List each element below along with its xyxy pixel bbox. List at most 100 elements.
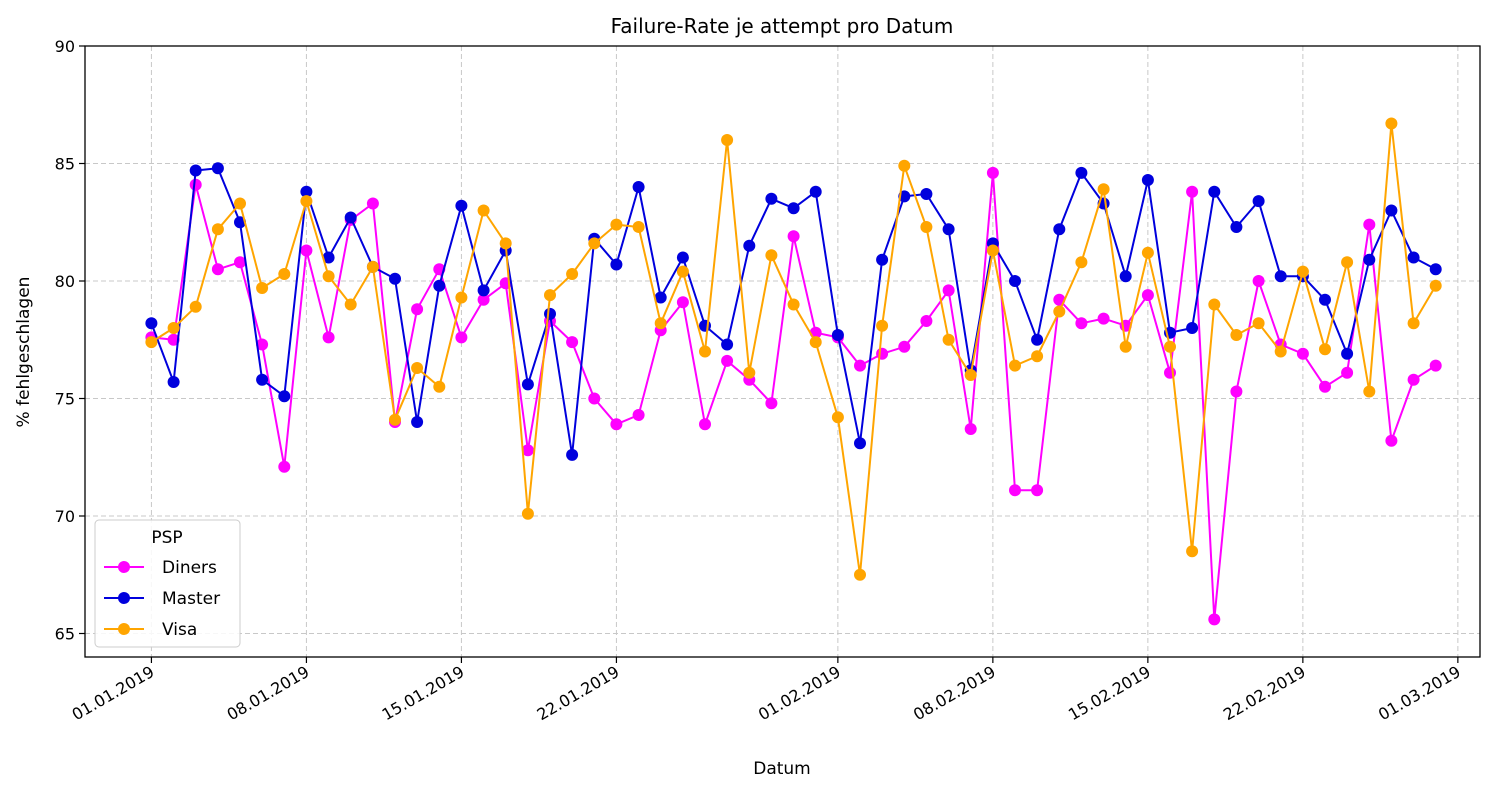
data-point-diners bbox=[1319, 380, 1331, 393]
data-point-visa bbox=[898, 159, 911, 172]
data-point-master bbox=[1208, 185, 1221, 198]
data-point-diners bbox=[1208, 613, 1221, 626]
data-point-visa bbox=[986, 244, 999, 257]
data-point-master bbox=[433, 279, 446, 292]
data-point-visa bbox=[1186, 545, 1199, 558]
data-point-visa bbox=[477, 204, 490, 217]
data-point-master bbox=[1186, 322, 1199, 334]
data-point-visa bbox=[1363, 385, 1376, 398]
x-axis-title: Datum bbox=[753, 759, 811, 779]
data-point-visa bbox=[344, 298, 357, 311]
data-point-visa bbox=[765, 249, 778, 262]
data-point-master bbox=[167, 376, 180, 388]
data-point-visa bbox=[654, 317, 667, 330]
data-point-visa bbox=[1274, 345, 1287, 358]
data-point-diners bbox=[1407, 373, 1420, 386]
data-point-visa bbox=[1230, 329, 1243, 341]
data-point-master bbox=[1141, 174, 1154, 186]
data-point-master bbox=[1031, 333, 1044, 346]
data-point-diners bbox=[632, 409, 645, 421]
legend: PSP Diners Master Visa bbox=[94, 519, 241, 648]
data-point-visa bbox=[145, 336, 158, 349]
data-point-master bbox=[610, 258, 623, 271]
data-point-master bbox=[1230, 221, 1243, 233]
data-point-visa bbox=[1208, 298, 1221, 311]
data-point-master bbox=[699, 319, 711, 332]
data-point-visa bbox=[743, 366, 756, 379]
data-point-visa bbox=[189, 300, 202, 313]
data-point-diners bbox=[1385, 434, 1398, 447]
chart-title: Failure-Rate je attempt pro Datum bbox=[611, 14, 954, 38]
data-point-diners bbox=[411, 303, 424, 316]
data-point-master bbox=[743, 239, 756, 252]
data-point-master bbox=[1341, 347, 1354, 360]
data-point-visa bbox=[787, 298, 800, 311]
legend-marker-diners bbox=[118, 561, 130, 573]
data-point-diners bbox=[1296, 347, 1309, 360]
data-point-visa bbox=[1407, 317, 1420, 330]
data-point-master bbox=[1363, 253, 1376, 266]
data-point-master bbox=[676, 251, 689, 264]
data-point-diners bbox=[942, 284, 955, 297]
data-point-master bbox=[234, 216, 246, 229]
data-point-diners bbox=[300, 244, 313, 257]
data-point-diners bbox=[211, 263, 224, 276]
data-point-visa bbox=[234, 197, 246, 210]
data-point-diners bbox=[898, 340, 911, 353]
data-point-master bbox=[256, 373, 269, 386]
data-point-diners bbox=[610, 418, 623, 431]
data-point-diners bbox=[234, 256, 246, 269]
data-point-diners bbox=[366, 197, 379, 210]
data-point-visa bbox=[411, 362, 424, 374]
data-point-diners bbox=[854, 359, 866, 372]
data-point-visa bbox=[942, 333, 955, 346]
data-point-master bbox=[411, 416, 424, 428]
data-point-diners bbox=[1252, 275, 1265, 287]
data-point-visa bbox=[566, 268, 579, 280]
data-point-master bbox=[1274, 270, 1287, 283]
data-point-diners bbox=[1341, 366, 1354, 379]
data-point-diners bbox=[1186, 185, 1199, 198]
data-point-master bbox=[765, 192, 778, 205]
y-tick-label: 85 bbox=[55, 155, 75, 174]
data-point-diners bbox=[455, 331, 468, 344]
data-point-master bbox=[876, 253, 889, 266]
data-point-visa bbox=[167, 322, 180, 334]
data-point-diners bbox=[1230, 385, 1243, 398]
y-tick-label: 80 bbox=[55, 272, 75, 291]
data-point-visa bbox=[721, 134, 734, 146]
data-point-visa bbox=[1341, 256, 1354, 269]
legend-marker-master bbox=[118, 592, 130, 604]
y-tick-label: 90 bbox=[55, 37, 75, 56]
data-point-visa bbox=[1053, 305, 1066, 318]
data-point-diners bbox=[699, 418, 711, 431]
data-point-visa bbox=[455, 291, 468, 304]
data-point-diners bbox=[167, 333, 180, 346]
data-point-diners bbox=[986, 166, 999, 179]
data-point-master bbox=[654, 291, 667, 304]
data-point-diners bbox=[920, 315, 933, 327]
legend-item-diners: Diners bbox=[104, 558, 217, 578]
data-point-master bbox=[1319, 293, 1331, 306]
data-point-visa bbox=[256, 282, 269, 294]
data-point-visa bbox=[964, 369, 977, 381]
data-point-master bbox=[300, 185, 313, 198]
data-point-visa bbox=[1031, 350, 1044, 363]
data-point-diners bbox=[1097, 312, 1110, 325]
data-point-master bbox=[566, 448, 579, 461]
data-point-diners bbox=[721, 354, 734, 367]
data-point-visa bbox=[831, 411, 844, 424]
data-point-diners bbox=[521, 444, 534, 457]
data-point-diners bbox=[1009, 484, 1021, 497]
data-point-visa bbox=[1385, 117, 1398, 130]
legend-item-visa: Visa bbox=[104, 620, 197, 640]
data-point-master bbox=[211, 162, 224, 175]
data-point-visa bbox=[1296, 265, 1309, 278]
y-tick-label: 75 bbox=[55, 390, 75, 409]
y-axis: 65 70 75 80 85 90 bbox=[55, 37, 85, 644]
data-point-master bbox=[632, 181, 645, 193]
data-point-visa bbox=[1075, 256, 1088, 269]
data-point-diners bbox=[676, 296, 689, 309]
data-point-visa bbox=[610, 218, 623, 231]
